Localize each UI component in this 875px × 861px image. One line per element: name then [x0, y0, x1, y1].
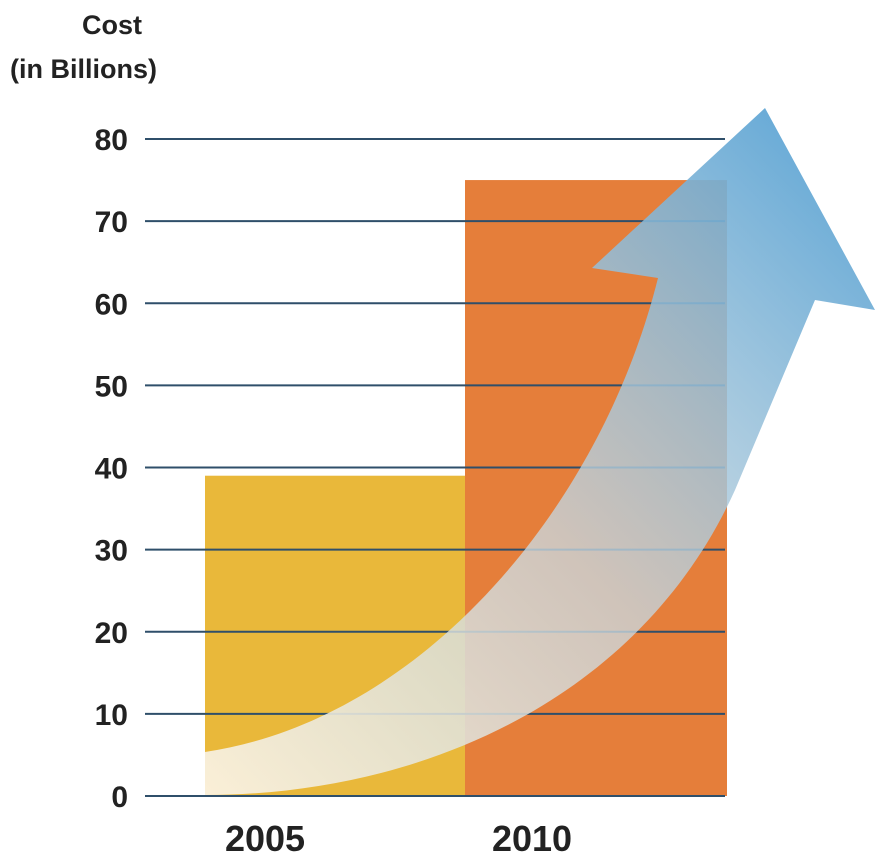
- y-tick-label-50: 50: [95, 370, 128, 403]
- trend-arrow: [205, 108, 875, 795]
- y-tick-label-10: 10: [95, 699, 128, 732]
- x-tick-label-2010: 2010: [492, 818, 572, 859]
- y-axis-title-line-2: (in Billions): [10, 54, 157, 84]
- x-tick-label-2005: 2005: [225, 818, 305, 859]
- x-tick-labels: 2005 2010: [225, 818, 572, 859]
- y-tick-label-40: 40: [95, 453, 128, 486]
- y-tick-label-80: 80: [95, 124, 128, 157]
- y-tick-label-0: 0: [111, 781, 128, 814]
- y-tick-labels: 0 10 20 30 40 50 60 70 80: [95, 124, 128, 814]
- y-axis-title-line-1: Cost: [82, 10, 142, 40]
- y-tick-label-30: 30: [95, 535, 128, 568]
- y-tick-label-60: 60: [95, 288, 128, 321]
- y-tick-label-20: 20: [95, 617, 128, 650]
- y-tick-label-70: 70: [95, 206, 128, 239]
